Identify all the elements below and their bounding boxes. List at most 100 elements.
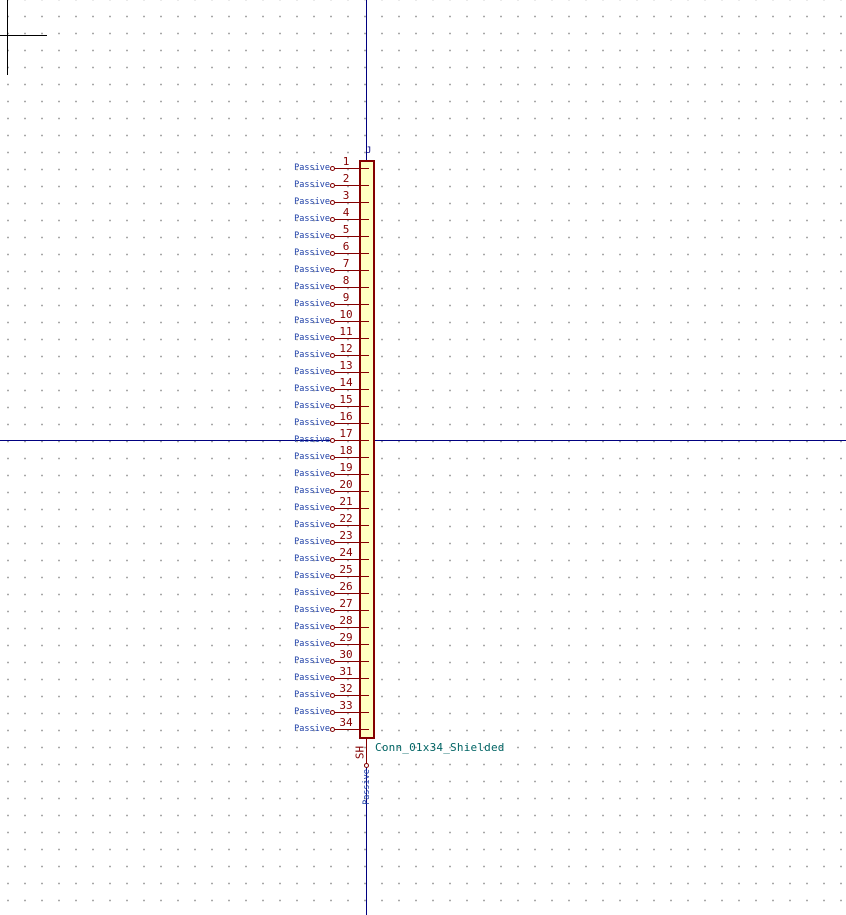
pin-line[interactable] [334,440,359,441]
pin-line[interactable] [334,389,359,390]
pin-line[interactable] [334,729,359,730]
pin-line[interactable] [334,695,359,696]
pin-line[interactable] [334,202,359,203]
pin-endpoint[interactable] [330,625,335,630]
pin-endpoint[interactable] [330,387,335,392]
pin-endpoint[interactable] [330,438,335,443]
pin-endpoint[interactable] [330,336,335,341]
pin-line[interactable] [334,304,359,305]
pin-endpoint[interactable] [330,251,335,256]
pin-endpoint[interactable] [330,455,335,460]
pin-endpoint[interactable] [330,523,335,528]
pin-endpoint[interactable] [330,302,335,307]
pin-endpoint[interactable] [330,574,335,579]
pin-endpoint[interactable] [330,421,335,426]
pin-line[interactable] [334,423,359,424]
pin-number: 17 [339,427,353,440]
pin-line[interactable] [334,236,359,237]
pin-endpoint[interactable] [330,659,335,664]
pin-line[interactable] [334,287,359,288]
pin-number: 29 [339,631,353,644]
pin-body-stub [361,389,369,390]
shield-pin-line[interactable] [366,737,367,764]
pin-electrical-type: Passive [294,248,330,258]
pin-line[interactable] [334,661,359,662]
pin-line[interactable] [334,542,359,543]
pin-endpoint[interactable] [330,183,335,188]
pin-line[interactable] [334,355,359,356]
pin-line[interactable] [334,270,359,271]
pin-endpoint[interactable] [330,727,335,732]
pin-line[interactable] [334,559,359,560]
pin-endpoint[interactable] [330,285,335,290]
pin-endpoint[interactable] [330,353,335,358]
pin-number: 26 [339,580,353,593]
pin-line[interactable] [334,457,359,458]
value-field[interactable]: Conn_01x34_Shielded [375,741,505,754]
pin-electrical-type: Passive [294,571,330,581]
pin-electrical-type: Passive [294,469,330,479]
pin-line[interactable] [334,525,359,526]
pin-endpoint[interactable] [330,489,335,494]
pin-line[interactable] [334,491,359,492]
pin-electrical-type: Passive [294,180,330,190]
pin-line[interactable] [334,253,359,254]
pin-endpoint[interactable] [330,404,335,409]
pin-electrical-type: Passive [294,197,330,207]
pin-body-stub [361,712,369,713]
pin-line[interactable] [334,627,359,628]
pin-body-stub [361,253,369,254]
pin-line[interactable] [334,185,359,186]
pin-electrical-type: Passive [294,554,330,564]
pin-endpoint[interactable] [330,268,335,273]
pin-line[interactable] [334,593,359,594]
shield-pin-type: Passive [362,769,372,805]
pin-endpoint[interactable] [330,506,335,511]
pin-endpoint[interactable] [330,591,335,596]
reference-designator[interactable]: J [366,146,372,156]
pin-line[interactable] [334,474,359,475]
pin-endpoint[interactable] [330,217,335,222]
pin-number: 18 [339,444,353,457]
pin-line[interactable] [334,338,359,339]
pin-electrical-type: Passive [294,316,330,326]
pin-endpoint[interactable] [330,370,335,375]
pin-endpoint[interactable] [330,642,335,647]
pin-endpoint[interactable] [330,234,335,239]
pin-endpoint[interactable] [330,676,335,681]
pin-body-stub [361,695,369,696]
pin-line[interactable] [334,576,359,577]
pin-endpoint[interactable] [330,200,335,205]
pin-electrical-type: Passive [294,724,330,734]
pin-line[interactable] [334,508,359,509]
pin-line[interactable] [334,610,359,611]
pin-electrical-type: Passive [294,401,330,411]
shield-pin-endpoint[interactable] [364,763,369,768]
pin-electrical-type: Passive [294,282,330,292]
pin-endpoint[interactable] [330,693,335,698]
pin-endpoint[interactable] [330,472,335,477]
symbol-body[interactable] [359,160,375,739]
pin-line[interactable] [334,712,359,713]
pin-endpoint[interactable] [330,540,335,545]
pin-electrical-type: Passive [294,265,330,275]
pin-body-stub [361,287,369,288]
pin-line[interactable] [334,644,359,645]
pin-line[interactable] [334,219,359,220]
pin-line[interactable] [334,168,359,169]
pin-endpoint[interactable] [330,557,335,562]
pin-endpoint[interactable] [330,608,335,613]
pin-electrical-type: Passive [294,452,330,462]
pin-number: 27 [339,597,353,610]
pin-endpoint[interactable] [330,166,335,171]
pin-line[interactable] [334,321,359,322]
pin-line[interactable] [334,406,359,407]
x-axis-line [0,440,846,441]
pin-line[interactable] [334,372,359,373]
pin-body-stub [361,236,369,237]
pin-line[interactable] [334,678,359,679]
pin-body-stub [361,559,369,560]
pin-endpoint[interactable] [330,710,335,715]
pin-endpoint[interactable] [330,319,335,324]
